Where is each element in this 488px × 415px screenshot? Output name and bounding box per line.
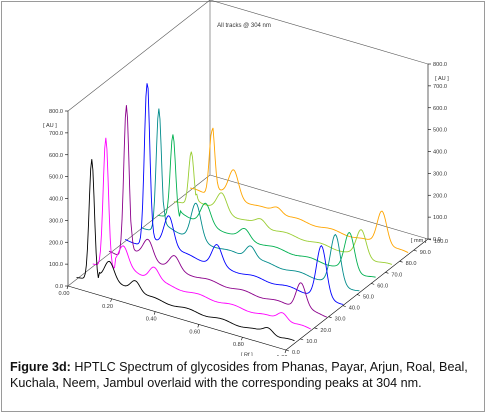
z-tick (328, 316, 332, 318)
y-tick-label-right: 700.0 (433, 84, 447, 90)
x-tick (197, 324, 200, 328)
y-tick-label-left: 700.0 (49, 131, 63, 137)
y-tick-label-left: 100.0 (49, 262, 63, 268)
x-tick (284, 349, 287, 354)
series-trace-4 (125, 83, 344, 305)
x-unit-label: [ Rf ] (241, 352, 253, 356)
top-back-left-edge (67, 0, 211, 112)
z-tick (285, 349, 290, 352)
z-tick-label: 80.0 (406, 261, 417, 267)
top-back-edge (209, 0, 429, 65)
x-tick-label: 0.60 (189, 329, 200, 335)
z-tick-label: 70.0 (391, 272, 402, 278)
y-tick-label-right: 500.0 (433, 128, 447, 134)
right-unit-label: [ AU ] (435, 76, 449, 82)
z-tick (413, 249, 417, 252)
y-tick-label-right: 200.0 (433, 193, 447, 199)
y-tick-label-right: 0.0 (433, 237, 441, 243)
series-trace-6 (157, 134, 376, 278)
x-tick-label: 1.00 (277, 355, 288, 356)
x-tick-label: 0.80 (233, 342, 244, 348)
z-tick (314, 327, 318, 330)
series-trace-5 (141, 108, 360, 292)
y-tick-label-left: 200.0 (49, 240, 63, 246)
z-tick (356, 294, 361, 296)
x-tick-label: 0.00 (59, 291, 70, 297)
hptlc-3d-overlay-chart: 0.0100.0200.0300.0400.0500.0600.0700.080… (43, 0, 449, 356)
x-tick (110, 298, 112, 302)
z-tick-label: 0.0 (292, 350, 300, 356)
z-tick-label: 60.0 (377, 283, 388, 289)
y-tick-label-left: 500.0 (49, 175, 63, 181)
series-trace-2 (92, 137, 311, 330)
x-tick-label: 0.20 (102, 304, 113, 310)
x-tick (153, 311, 156, 315)
y-tick-label-left: 800.0 (49, 109, 63, 115)
floor-back-edge (209, 174, 429, 240)
y-tick-label-left: 0.0 (55, 284, 63, 290)
left-unit-label: [ AU ] (43, 123, 57, 129)
z-tick (342, 305, 346, 307)
x-axis-line (67, 285, 287, 351)
z-tick (385, 272, 389, 274)
y-tick-label-right: 600.0 (433, 106, 447, 112)
z-tick-label: 20.0 (320, 328, 331, 334)
y-tick-label-right: 400.0 (433, 150, 447, 156)
z-tick (300, 338, 304, 341)
axis-labels: 0.0100.0200.0300.0400.0500.0600.0700.080… (43, 23, 449, 356)
z-tick-label: 10.0 (306, 339, 317, 345)
chart-title: All tracks @ 304 nm (217, 23, 271, 29)
z-tick-label: 90.0 (420, 250, 431, 256)
y-tick-label-left: 300.0 (49, 218, 63, 224)
z-tick-label: 40.0 (349, 306, 360, 312)
x-tick (241, 337, 243, 341)
y-tick-label-left: 400.0 (49, 197, 63, 203)
series-trace-1 (76, 159, 295, 342)
y-tick-label-right: 800.0 (433, 62, 447, 68)
axes (65, 0, 432, 354)
z-tick (427, 238, 432, 241)
caption-text: HPTLC Spectrum of glycosides from Phanas… (10, 360, 468, 390)
z-tick-label: 30.0 (335, 317, 346, 323)
z-tick-label: 50.0 (363, 295, 374, 301)
y-tick-label-left: 600.0 (49, 153, 63, 159)
x-tick-label: 0.40 (146, 317, 157, 323)
series-traces (76, 83, 409, 342)
figure-caption: Figure 3d: HPTLC Spectrum of glycosides … (10, 359, 478, 391)
y-tick-label-right: 100.0 (433, 215, 447, 221)
series-trace-8 (190, 127, 409, 254)
series-trace-7 (173, 151, 393, 265)
x-tick (66, 285, 69, 290)
y-tick-label-right: 300.0 (433, 171, 447, 177)
z-tick (399, 260, 403, 263)
z-unit-label: [ mm ] (411, 238, 427, 244)
z-tick-label: 100.0 (434, 239, 448, 245)
caption-label: Figure 3d: (10, 360, 71, 374)
series-trace-3 (108, 105, 328, 318)
z-tick (371, 283, 375, 285)
